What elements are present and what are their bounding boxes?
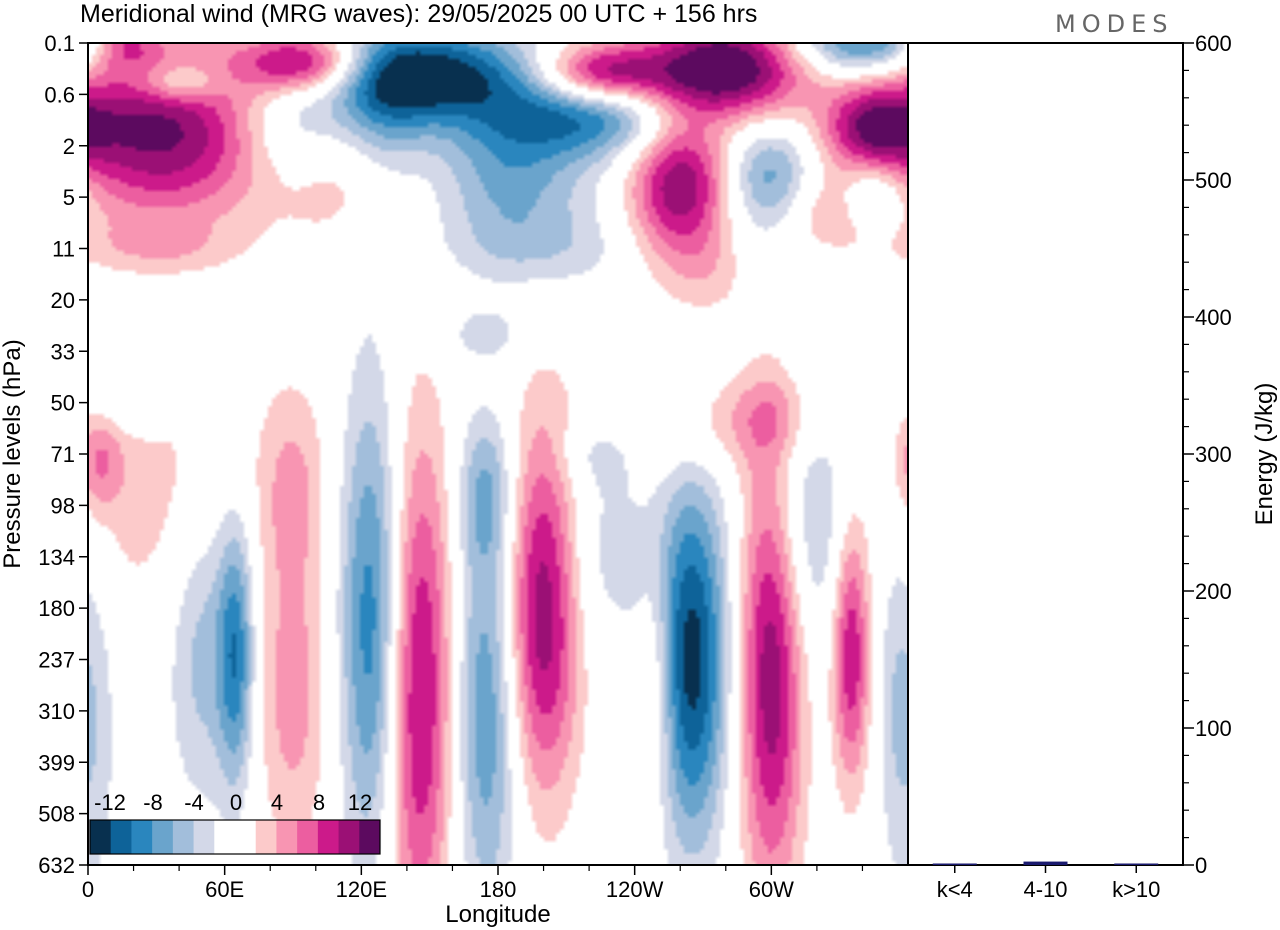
y-tick-label: 310 — [38, 699, 75, 724]
colorbar-swatch — [172, 820, 195, 854]
colorbar-swatch — [297, 820, 319, 854]
y-axis-label: Pressure levels (hPa) — [0, 339, 26, 568]
x-tick-label: 120W — [606, 877, 664, 902]
y-tick-label: 50 — [51, 391, 75, 416]
x-tick-label: 180 — [480, 877, 517, 902]
energy-category-label: k<4 — [937, 877, 973, 902]
y-tick-label: 0.6 — [44, 82, 75, 107]
colorbar-label: 4 — [271, 790, 283, 815]
y-tick-label: 5 — [63, 185, 75, 210]
energy-categories: k<4 4-10 k>10 — [937, 865, 1160, 902]
colorbar-swatch — [276, 820, 298, 854]
x-tick-label: 60W — [749, 877, 794, 902]
wind-field — [88, 43, 908, 865]
energy-category-label: 4-10 — [1023, 877, 1067, 902]
energy-category-label: k>10 — [1112, 877, 1160, 902]
y-tick-label: 180 — [38, 596, 75, 621]
chart-title: Meridional wind (MRG waves): 29/05/2025 … — [80, 0, 757, 28]
modes-logo: MODES — [1055, 10, 1173, 38]
wind-field-raster — [88, 43, 908, 865]
colorbar-frame — [89, 819, 381, 855]
y-tick-label: 33 — [51, 339, 75, 364]
energy-axis: 0 100 200 300 400 500 600 — [1183, 31, 1232, 878]
y-tick-label: 508 — [38, 802, 75, 827]
pressure-axis: 0.1 0.6 2 5 11 20 33 50 71 98 134 180 237 310 399 508 63… — [38, 31, 88, 878]
y-tick-label: 134 — [38, 545, 75, 570]
x-tick-label: 120E — [336, 877, 387, 902]
y-tick-label: 632 — [38, 853, 75, 878]
colorbar-label: -4 — [184, 790, 204, 815]
energy-bar — [1023, 861, 1068, 865]
colorbar-label: -8 — [143, 790, 163, 815]
colorbar-swatch — [90, 820, 112, 854]
colorbar-swatch — [152, 820, 174, 854]
y-tick-label: 2 — [63, 134, 75, 159]
colorbar-swatch — [214, 820, 236, 854]
y-tick-label: 0.1 — [44, 31, 75, 56]
y-tick-label: 11 — [52, 237, 75, 262]
energy-tick-label: 100 — [1195, 716, 1232, 741]
energy-plot-frame — [907, 42, 1184, 866]
y-tick-label: 71 — [51, 442, 75, 467]
energy-axis-label: Energy (J/kg) — [1251, 383, 1278, 526]
energy-bar — [932, 863, 977, 865]
energy-tick-label: 200 — [1195, 579, 1232, 604]
colorbar-label: -12 — [94, 790, 126, 815]
x-axis-label: Longitude — [445, 901, 550, 928]
x-tick-label: 0 — [82, 877, 94, 902]
energy-tick-label: 0 — [1195, 853, 1207, 878]
colorbar-swatch — [193, 820, 215, 854]
colorbar-swatch — [131, 820, 153, 854]
colorbar-swatch — [359, 820, 381, 854]
y-tick-label: 237 — [38, 648, 75, 673]
colorbar-swatch — [317, 820, 340, 854]
colorbar-swatch — [255, 820, 277, 854]
colorbar-label: 0 — [230, 790, 242, 815]
energy-tick-label: 500 — [1195, 168, 1232, 193]
y-tick-label: 98 — [51, 493, 75, 518]
colorbar-swatch — [235, 820, 257, 854]
energy-tick-label: 400 — [1195, 305, 1232, 330]
energy-tick-label: 300 — [1195, 442, 1232, 467]
colorbar: -12 -8 -4 0 4 8 12 — [89, 790, 381, 855]
longitude-axis: 0 60E 120E 180 120W 60W — [82, 865, 864, 902]
colorbar-label: 8 — [313, 790, 325, 815]
y-tick-label: 399 — [38, 750, 75, 775]
colorbar-swatch — [338, 820, 360, 854]
x-tick-label: 60E — [205, 877, 244, 902]
colorbar-swatch — [110, 820, 132, 854]
energy-bars — [932, 861, 1159, 865]
energy-bar — [1114, 863, 1159, 865]
colorbar-label: 12 — [348, 790, 372, 815]
energy-tick-label: 600 — [1195, 31, 1232, 56]
y-tick-label: 20 — [51, 288, 75, 313]
